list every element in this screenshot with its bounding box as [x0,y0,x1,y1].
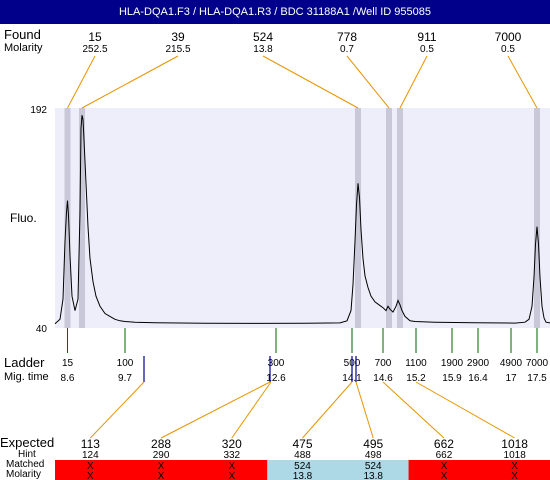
match-cell [337,460,410,480]
expected-size: 288 [151,437,171,451]
ladder-mig-time: 9.7 [118,373,132,384]
match-cell [55,460,127,480]
found-peak-connector [346,55,390,109]
hint-label: Hint [18,449,36,460]
peak-band [386,108,392,328]
expected-molarity: X [511,471,518,480]
expected-connector [231,381,272,439]
found-label: Found [4,27,41,42]
expected-matched: X [87,461,94,472]
expected-molarity: 13.8 [363,471,383,480]
expected-hint: 498 [365,450,382,461]
expected-size: 662 [434,437,454,451]
peak-band [64,108,71,328]
found-peak-size: 524 [253,30,273,44]
match-cell [125,460,197,480]
expected-size: 320 [222,437,242,451]
ladder-size: 700 [375,358,392,369]
expected-hint: 488 [294,450,311,461]
expected-molarity: X [158,471,165,480]
ladder-mig-time: 12.6 [266,373,286,384]
expected-molarity: 13.8 [293,471,313,480]
expected-matched: X [441,461,448,472]
expected-connector [355,381,374,439]
found-peak-molarity: 0.5 [420,44,434,55]
found-peak-size: 911 [417,30,436,44]
ladder-mig-time: 17 [505,373,517,384]
found-peak-size: 15 [88,30,102,44]
molarity-label: Molarity [4,42,43,54]
plot-area [55,108,550,328]
expected-size: 1018 [501,437,528,451]
expected-hint: 1018 [504,450,527,461]
expected-hint: 332 [223,450,240,461]
expected-connector [415,381,515,439]
ladder-mig-time: 16.4 [468,373,488,384]
found-peak-size: 778 [337,30,357,44]
expected-connector [89,381,145,439]
expected-connector [160,381,271,439]
ladder-label: Ladder [4,355,45,370]
expected-hint: 290 [153,450,170,461]
fluo-axis-label: Fluo. [10,211,37,225]
y-tick-label: 192 [30,105,47,116]
found-peak-connector [399,55,428,109]
expected-size: 475 [292,437,312,451]
match-cell [267,460,339,480]
molarity-bottom-label: Molarity [6,469,42,480]
found-peak-connector [262,55,359,109]
chart-title: HLA-DQA1.F3 / HLA-DQA1.R3 / BDC 31188A1 … [0,0,550,24]
ladder-mig-time: 8.6 [61,373,75,384]
found-peak-size: 7000 [495,30,522,44]
ladder-size: 1100 [405,358,427,369]
match-cell [408,460,480,480]
found-peak-connector [67,55,96,109]
found-peak-connector [507,55,538,109]
ladder-mig-time: 15.9 [442,373,462,384]
ladder-size: 1900 [441,358,464,369]
expected-matched: X [511,461,518,472]
ladder-size: 300 [268,358,285,369]
expected-molarity: X [441,471,448,480]
ladder-size: 7000 [526,358,549,369]
expected-size: 113 [81,437,100,451]
expected-matched: 524 [365,461,382,472]
expected-connector [302,381,353,439]
expected-matched: 524 [294,461,311,472]
expected-molarity: X [87,471,94,480]
ladder-size: 15 [62,358,74,369]
match-cell [196,460,268,480]
ladder-size: 2900 [467,358,490,369]
found-peak-connector [81,55,179,109]
expected-molarity: X [228,471,235,480]
match-cell [479,460,550,480]
found-peak-size: 39 [171,30,185,44]
y-tick-label: 40 [36,324,48,335]
ladder-mig-time: 17.5 [527,373,547,384]
expected-matched: X [228,461,235,472]
mig-time-label: Mig. time [4,371,49,383]
expected-connector [382,381,445,439]
expected-matched: X [158,461,165,472]
fluorescence-trace [54,115,550,325]
matched-label: Matched [6,459,45,470]
peak-band [534,108,540,328]
peak-band [355,108,361,328]
peak-band [397,108,403,328]
expected-hint: 662 [436,450,453,461]
found-peak-molarity: 0.7 [340,44,354,55]
ladder-mig-time: 15.2 [406,373,426,384]
ladder-size: 4900 [500,358,523,369]
peak-band [79,108,85,328]
found-peak-molarity: 0.5 [501,44,515,55]
expected-hint: 124 [82,450,99,461]
expected-label: Expected [0,435,55,450]
found-peak-molarity: 215.5 [165,44,190,55]
ladder-size: 100 [117,358,134,369]
expected-size: 495 [363,437,383,451]
ladder-mig-time: 14.6 [373,373,393,384]
found-peak-molarity: 252.5 [82,44,107,55]
found-peak-molarity: 13.8 [253,44,273,55]
